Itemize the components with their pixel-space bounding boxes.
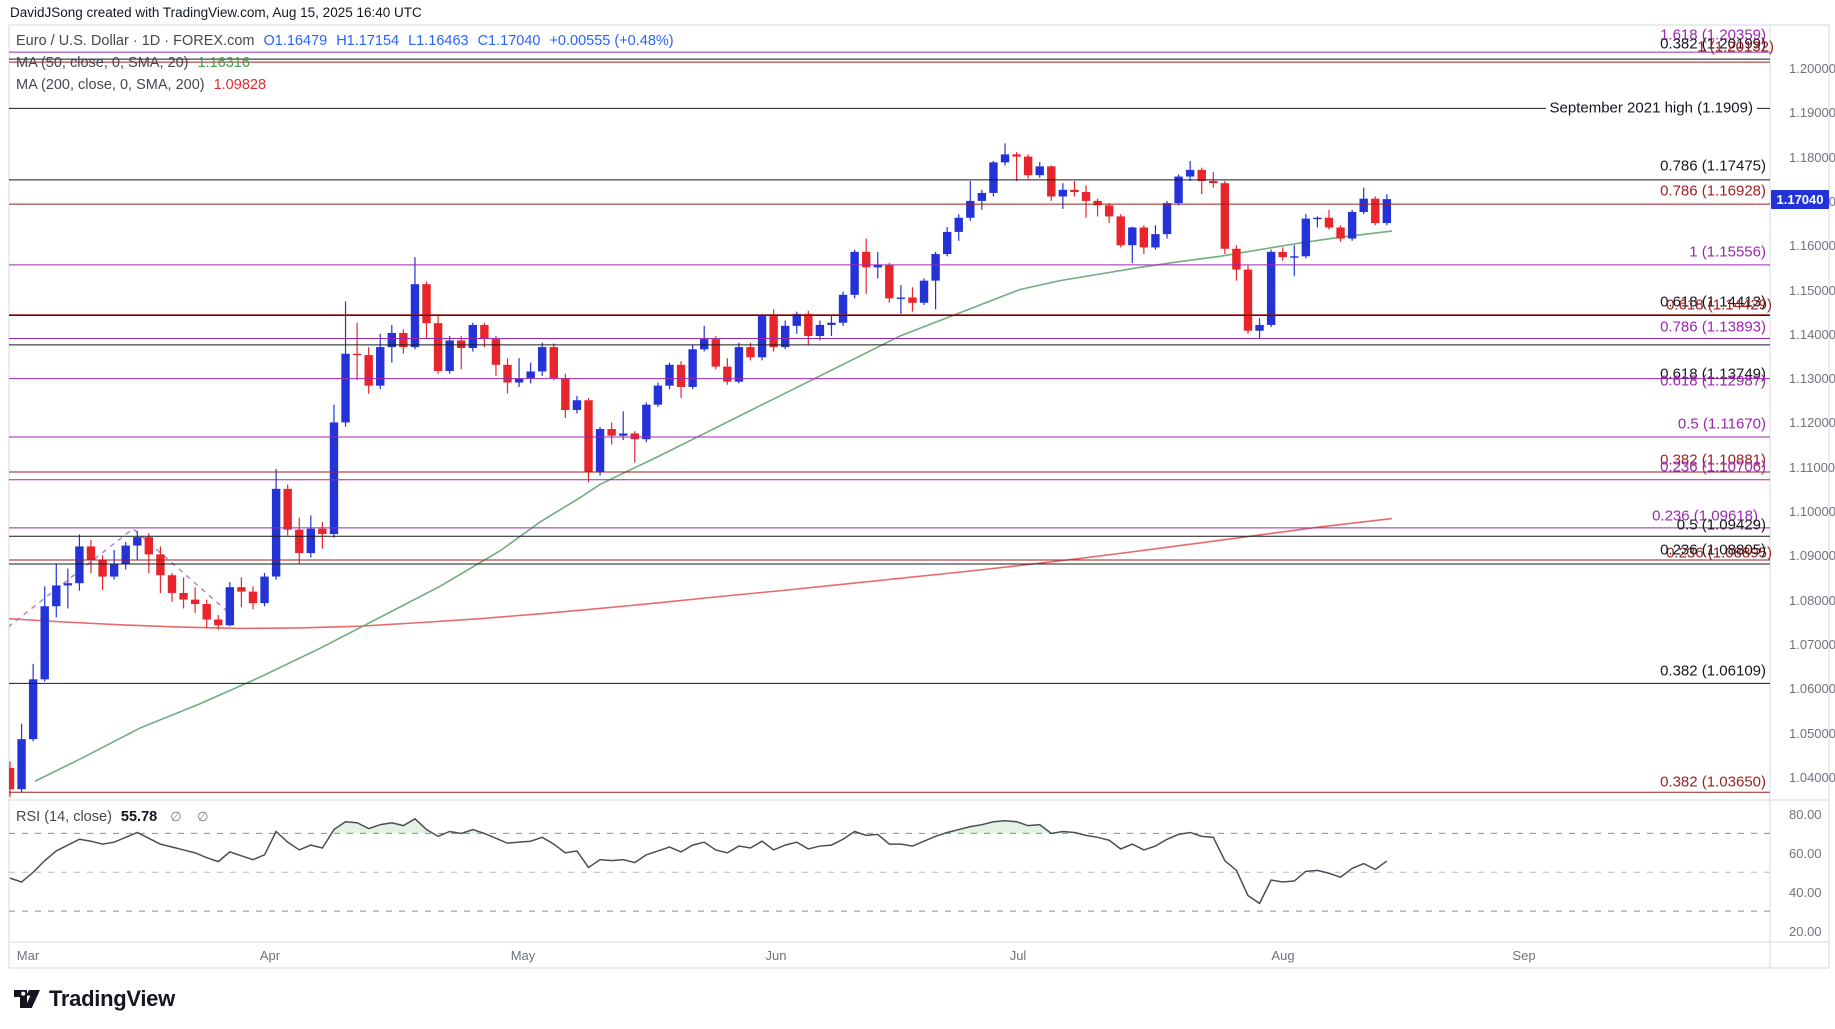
time-axis-month-may[interactable]: May	[510, 948, 536, 963]
time-axis-month-sep[interactable]: Sep	[1512, 948, 1536, 963]
attribution-text: DavidJSong created with TradingView.com,…	[10, 5, 422, 20]
fib-level-label: 0.618 (1.14413)	[1660, 293, 1766, 311]
fib-level-label: 0.236 (1.08895)	[1666, 544, 1772, 562]
ohlc-value: O1.16479	[263, 33, 328, 49]
current-price-badge: 1.17040	[1771, 189, 1829, 209]
price-axis-tick: 1.15000	[1789, 282, 1835, 298]
time-axis-month-jun[interactable]: Jun	[765, 948, 787, 963]
symbol-legend[interactable]: Euro / U.S. Dollar · 1D · FOREX.com O1.16…	[16, 33, 674, 49]
ohlc-value: L1.16463	[408, 33, 469, 49]
price-axis-tick: 1.06000	[1789, 681, 1835, 697]
rsi-axis-tick: 40.00	[1789, 884, 1822, 900]
indicator-value: 1.16316	[197, 55, 250, 71]
fib-level-label: 0.786 (1.13893)	[1660, 318, 1766, 336]
price-axis-tick: 1.11000	[1789, 459, 1835, 475]
tradingview-logo-text: TradingView	[49, 986, 175, 1011]
fib-level-label: 0.382 (1.10881)	[1660, 451, 1766, 469]
price-axis-tick: 1.04000	[1789, 769, 1835, 785]
fib-level-label: 0.5 (1.11670)	[1677, 415, 1766, 433]
price-axis-tick: 1.10000	[1789, 504, 1835, 519]
price-axis-tick: 1.16000	[1789, 238, 1835, 254]
price-axis-tick: 1.19000	[1789, 105, 1835, 121]
fib-level-label: 0.618 (1.13749)	[1660, 365, 1766, 383]
fib-level-label: 0.236 (1.08805)	[1660, 541, 1766, 559]
rsi-axis-tick: 80.00	[1789, 807, 1822, 822]
time-axis-month-mar[interactable]: Mar	[16, 948, 40, 963]
price-axis-tick: 1.20000	[1789, 61, 1835, 76]
time-axis-month-jul[interactable]: Jul	[1009, 948, 1027, 963]
fib-level-label: 1 (1.15556)	[1689, 243, 1766, 261]
fib-level-label: 0.5 (1.09429)	[1676, 516, 1766, 534]
fib-level-label: 1 (1.20132)	[1697, 38, 1774, 56]
indicator-legend-row[interactable]: MA (200, close, 0, SMA, 200) 1.09828	[16, 77, 266, 93]
price-axis-tick: 1.18000	[1789, 149, 1835, 165]
price-axis-tick: 1.14000	[1789, 326, 1835, 342]
indicator-label: MA (50, close, 0, SMA, 20)	[16, 55, 189, 71]
price-axis-tick: 1.12000	[1789, 415, 1835, 431]
rsi-axis-tick: 60.00	[1789, 845, 1822, 861]
rsi-axis-tick: 20.00	[1789, 923, 1822, 939]
rsi-hide-icon[interactable]: ∅ ∅	[170, 809, 215, 824]
price-axis-tick: 1.07000	[1789, 636, 1835, 652]
price-axis-tick: 1.08000	[1789, 592, 1835, 608]
symbol-title[interactable]: Euro / U.S. Dollar · 1D · FOREX.com	[16, 33, 255, 49]
rsi-legend[interactable]: RSI (14, close) 55.78 ∅ ∅	[16, 809, 214, 825]
ohlc-value: +0.00555 (+0.48%)	[549, 33, 674, 49]
fib-level-label: 1.618 (1.20359)	[1660, 26, 1766, 44]
time-axis-month-apr[interactable]: Apr	[259, 948, 281, 963]
price-axis-tick: 1.05000	[1789, 725, 1835, 741]
fib-level-label: 0.382 (1.03650)	[1660, 773, 1766, 791]
time-axis-month-aug[interactable]: Aug	[1271, 948, 1295, 963]
fib-level-label: 0.786 (1.17475)	[1660, 157, 1766, 175]
fib-level-label: 0.618 (1.12987)	[1660, 372, 1766, 390]
ohlc-value: C1.17040	[477, 33, 541, 49]
fib-level-label: 0.236 (1.09618)	[1652, 507, 1758, 525]
fib-level-label: 0.382 (1.06109)	[1660, 662, 1766, 680]
rsi-legend-label: RSI (14, close)	[16, 809, 112, 825]
price-axis-tick: 1.09000	[1789, 548, 1835, 564]
rsi-current-value: 55.78	[120, 809, 158, 825]
sep-2021-high-label: September 2021 high (1.1909)	[1545, 99, 1757, 117]
fib-level-label: 0.618 (1.14429)	[1666, 296, 1772, 314]
ohlc-value: H1.17154	[336, 33, 400, 49]
tradingview-logo[interactable]: TradingView	[13, 986, 175, 1012]
fib-level-label: 0.382 (1.20199)	[1660, 35, 1766, 53]
fib-level-label: 0.786 (1.16928)	[1660, 182, 1766, 200]
price-pane[interactable]	[0, 143, 1393, 797]
tradingview-logo-icon	[14, 990, 40, 1008]
indicator-label: MA (200, close, 0, SMA, 200)	[16, 77, 205, 93]
indicator-legend-row[interactable]: MA (50, close, 0, SMA, 20) 1.16316	[16, 55, 250, 71]
price-axis-tick: 1.13000	[1789, 371, 1835, 387]
indicator-value: 1.09828	[213, 77, 267, 93]
fib-level-label: 0.236 (1.10706)	[1660, 458, 1766, 476]
